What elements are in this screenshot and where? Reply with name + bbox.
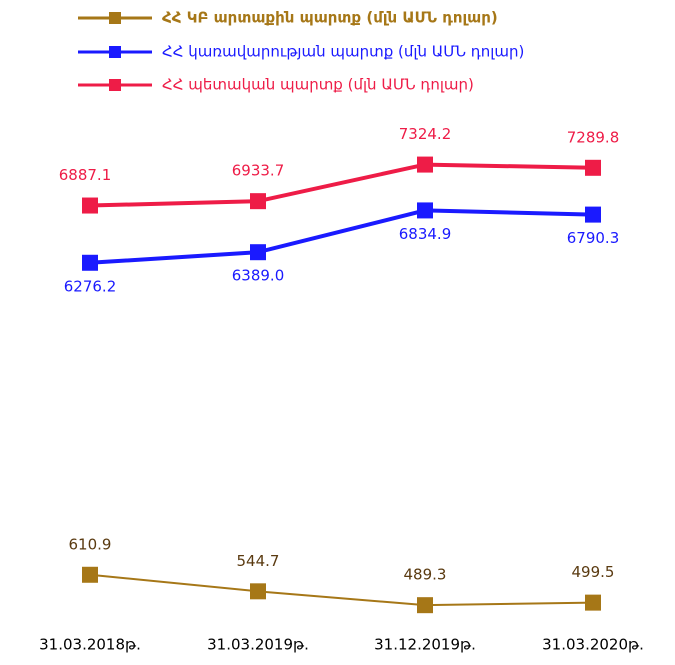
data-label: 610.9 bbox=[69, 535, 112, 553]
legend-marker bbox=[109, 12, 121, 24]
data-label: 6834.9 bbox=[399, 225, 452, 243]
x-tick-label: 31.03.2019թ. bbox=[207, 636, 309, 654]
x-tick-label: 31.03.2018թ. bbox=[39, 636, 141, 654]
legend-label: ՀՀ ԿԲ արտաքին պարտք (մլն ԱՄՆ դոլար) bbox=[162, 9, 498, 27]
point-marker bbox=[250, 193, 266, 210]
data-label: 499.5 bbox=[572, 563, 615, 581]
point-marker bbox=[585, 206, 601, 223]
point-marker bbox=[250, 583, 266, 600]
x-tick-label: 31.12.2019թ. bbox=[374, 636, 476, 654]
point-marker bbox=[250, 244, 266, 261]
data-label: 6933.7 bbox=[232, 162, 285, 180]
data-label: 6389.0 bbox=[232, 267, 285, 285]
point-marker bbox=[585, 159, 601, 176]
series-line bbox=[89, 162, 594, 208]
point-marker bbox=[417, 597, 433, 614]
series-line bbox=[89, 208, 594, 265]
series-line bbox=[89, 573, 594, 607]
legend-label: ՀՀ պետական պարտք (մլն ԱՄՆ դոլար) bbox=[162, 76, 474, 94]
point-marker bbox=[417, 202, 433, 219]
point-marker bbox=[585, 594, 601, 611]
data-label: 7324.2 bbox=[399, 125, 452, 143]
data-label: 7289.8 bbox=[567, 128, 620, 146]
point-marker bbox=[82, 566, 98, 583]
x-tick-label: 31.03.2020թ. bbox=[542, 636, 644, 654]
point-marker bbox=[82, 254, 98, 271]
point-marker bbox=[417, 156, 433, 173]
legend-marker bbox=[109, 46, 121, 58]
legend-label: ՀՀ կառավարության պարտք (մլն ԱՄՆ դոլար) bbox=[162, 43, 524, 61]
point-marker bbox=[82, 197, 98, 214]
data-label: 544.7 bbox=[237, 552, 280, 570]
data-label: 489.3 bbox=[404, 566, 447, 584]
legend-marker bbox=[109, 79, 121, 91]
data-label: 6790.3 bbox=[567, 229, 620, 247]
data-label: 6887.1 bbox=[59, 166, 112, 184]
data-label: 6276.2 bbox=[64, 277, 117, 295]
